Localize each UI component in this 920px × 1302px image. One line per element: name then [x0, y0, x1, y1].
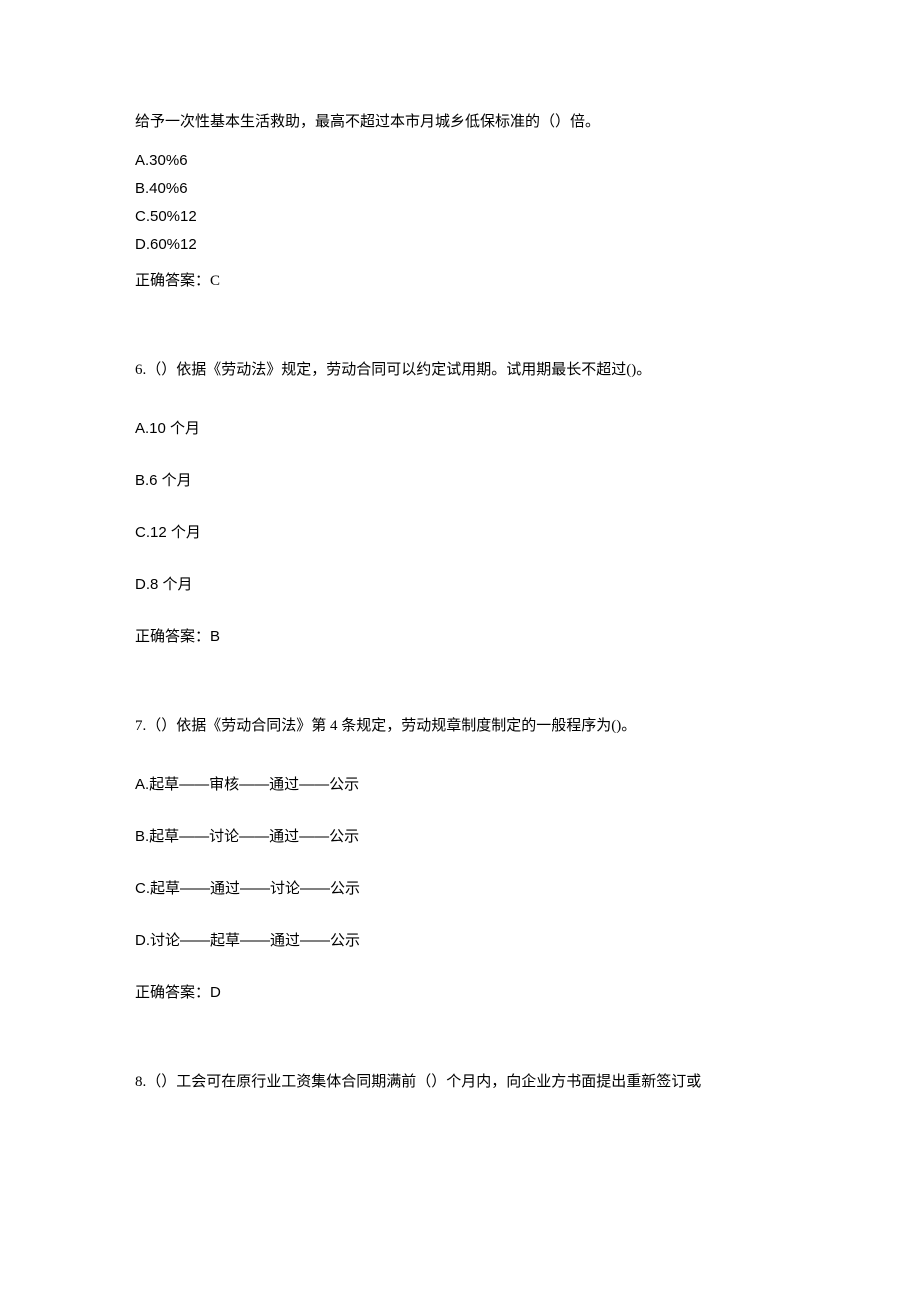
answer-7: 正确答案：D	[135, 981, 785, 1005]
question-8-partial: 8.（）工会可在原行业工资集体合同期满前（）个月内，向企业方书面提出重新签订或	[135, 1070, 785, 1094]
option-7-b: B.起草——讨论——通过——公示	[135, 825, 785, 849]
option-5-a: A.30%6	[135, 149, 785, 173]
question-7: 7.（）依据《劳动合同法》第 4 条规定，劳动规章制度制定的一般程序为()。 A…	[135, 714, 785, 1005]
answer-6: 正确答案：B	[135, 625, 785, 649]
question-6: 6.（）依据《劳动法》规定，劳动合同可以约定试用期。试用期最长不超过()。 A.…	[135, 358, 785, 649]
option-5-c: C.50%12	[135, 205, 785, 229]
option-5-b: B.40%6	[135, 177, 785, 201]
option-7-d: D.讨论——起草——通过——公示	[135, 929, 785, 953]
answer-5: 正确答案：C	[135, 269, 785, 293]
option-6-d: D.8 个月	[135, 573, 785, 597]
option-6-c: C.12 个月	[135, 521, 785, 545]
question-5-partial: 给予一次性基本生活救助，最高不超过本市月城乡低保标准的（）倍。 A.30%6 B…	[135, 110, 785, 293]
question-8-text: 8.（）工会可在原行业工资集体合同期满前（）个月内，向企业方书面提出重新签订或	[135, 1070, 785, 1094]
option-6-a: A.10 个月	[135, 417, 785, 441]
question-7-text: 7.（）依据《劳动合同法》第 4 条规定，劳动规章制度制定的一般程序为()。	[135, 714, 785, 738]
option-7-a: A.起草——审核——通过——公示	[135, 773, 785, 797]
question-5-text: 给予一次性基本生活救助，最高不超过本市月城乡低保标准的（）倍。	[135, 110, 785, 134]
option-5-d: D.60%12	[135, 233, 785, 257]
option-6-b: B.6 个月	[135, 469, 785, 493]
option-7-c: C.起草——通过——讨论——公示	[135, 877, 785, 901]
question-6-text: 6.（）依据《劳动法》规定，劳动合同可以约定试用期。试用期最长不超过()。	[135, 358, 785, 382]
